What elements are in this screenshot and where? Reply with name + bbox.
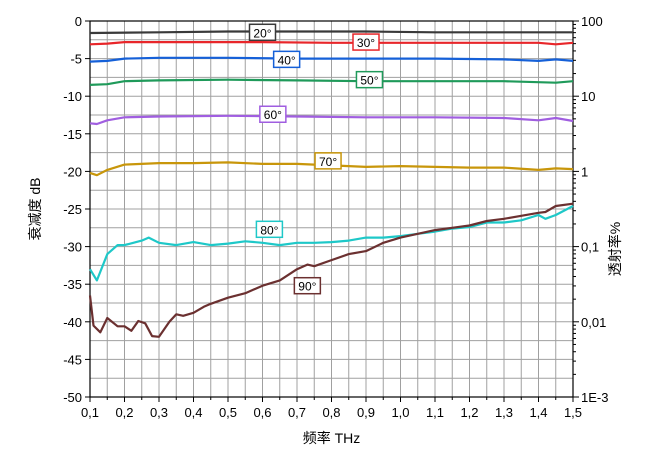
x-tick-label: 0,2 bbox=[115, 405, 133, 420]
series-label-90deg: 90° bbox=[293, 276, 322, 295]
series-label-70deg: 70° bbox=[314, 152, 342, 170]
series-line-80deg bbox=[89, 205, 574, 282]
series-label-text: 60° bbox=[264, 108, 282, 122]
series-label-box bbox=[355, 70, 384, 89]
series-line-90deg bbox=[88, 202, 574, 338]
x-tick-label: 0,3 bbox=[150, 405, 168, 420]
x-tick-label: 0,7 bbox=[288, 405, 306, 420]
series-label-40deg: 40° bbox=[272, 50, 301, 69]
series-label-60deg: 60° bbox=[259, 105, 287, 123]
series-label-box bbox=[255, 220, 284, 239]
y2-axis-label: 透射率% bbox=[607, 222, 623, 276]
y2-tick-label: 1 bbox=[581, 164, 588, 179]
y2-tick-label: 0,1 bbox=[581, 240, 599, 255]
y-tick-label: -35 bbox=[63, 277, 82, 292]
x-tick-label: 1,0 bbox=[391, 405, 409, 420]
series-label-box bbox=[314, 152, 342, 170]
x-tick-label: 0,1 bbox=[81, 405, 99, 420]
x-axis-label: 频率 THz bbox=[303, 430, 361, 446]
series-line-60deg bbox=[89, 114, 574, 126]
x-tick-label: 1,1 bbox=[426, 405, 444, 420]
x-tick-label: 0,5 bbox=[219, 405, 237, 420]
y-tick-label: -10 bbox=[63, 89, 82, 104]
y2-tick-label: 10 bbox=[581, 89, 595, 104]
x-tick-label: 0,4 bbox=[184, 405, 202, 420]
x-tick-label: 0,6 bbox=[253, 405, 271, 420]
series-line-40deg bbox=[89, 56, 574, 63]
y-tick-label: -20 bbox=[63, 164, 82, 179]
series-label-text: 20° bbox=[253, 26, 271, 40]
series-line-70deg bbox=[89, 161, 574, 177]
series-label-text: 80° bbox=[260, 223, 278, 237]
x-tick-label: 1,4 bbox=[529, 405, 547, 420]
series-label-text: 50° bbox=[360, 74, 378, 88]
y-tick-label: -5 bbox=[70, 52, 82, 67]
series-label-text: 30° bbox=[357, 36, 375, 50]
series-line-50deg bbox=[89, 78, 574, 86]
x-tick-label: 0,9 bbox=[357, 405, 375, 420]
series-line-20deg bbox=[89, 30, 573, 35]
x-tick-label: 1,3 bbox=[495, 405, 513, 420]
y2-tick-label: 0,01 bbox=[581, 315, 606, 330]
x-tick-label: 0,8 bbox=[322, 405, 340, 420]
y-axis-label: 衰减度 dB bbox=[27, 177, 43, 240]
y-tick-label: -50 bbox=[63, 390, 82, 405]
x-tick-label: 1,5 bbox=[564, 405, 582, 420]
y-tick-label: -30 bbox=[63, 240, 82, 255]
y2-tick-label: 100 bbox=[581, 14, 603, 29]
series-label-30deg: 30° bbox=[352, 33, 380, 51]
series-line-30deg bbox=[89, 40, 574, 46]
series-label-box bbox=[293, 276, 322, 295]
series-label-20deg: 20° bbox=[248, 23, 277, 42]
y-tick-label: -45 bbox=[63, 352, 82, 367]
y-tick-label: -15 bbox=[63, 127, 82, 142]
series-label-text: 70° bbox=[319, 155, 337, 169]
series-label-text: 90° bbox=[298, 280, 316, 294]
series-label-50deg: 50° bbox=[355, 70, 384, 89]
y-tick-label: -40 bbox=[63, 315, 82, 330]
series-label-box bbox=[259, 105, 287, 123]
y-tick-label: 0 bbox=[75, 14, 82, 29]
y-tick-label: -25 bbox=[63, 202, 82, 217]
x-tick-label: 1,2 bbox=[460, 405, 478, 420]
series-label-box bbox=[272, 50, 301, 69]
series-label-box bbox=[248, 23, 277, 42]
series-label-80deg: 80° bbox=[255, 220, 284, 239]
series-label-box bbox=[352, 33, 380, 51]
y2-tick-label: 1E-3 bbox=[581, 390, 608, 405]
series-label-text: 40° bbox=[278, 53, 296, 67]
